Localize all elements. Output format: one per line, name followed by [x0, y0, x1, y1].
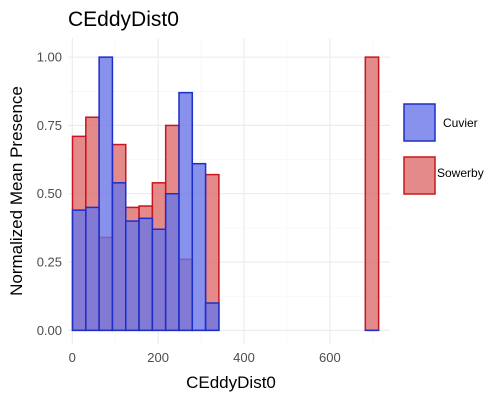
y-tick-label: 0.75	[37, 118, 62, 133]
legend: Cuvier Sowerby	[403, 103, 484, 195]
bar-cuvier	[178, 91, 194, 332]
y-axis-title: Normalized Mean Presence	[7, 86, 26, 296]
bars-cuvier	[71, 56, 380, 332]
x-tick-label: 400	[233, 350, 255, 365]
bar-sowerby	[364, 56, 380, 332]
bar-cuvier	[164, 192, 180, 332]
bar-cuvier	[85, 206, 100, 332]
legend-key-cuvier	[403, 103, 436, 142]
bar-cuvier	[111, 182, 127, 332]
legend-label-sowerby: Sowerby	[437, 166, 484, 180]
x-axis-title: CEddyDist0	[186, 373, 276, 392]
x-tick-label: 0	[69, 350, 76, 365]
x-tick-label: 600	[319, 350, 341, 365]
bar-cuvier	[191, 162, 207, 332]
legend-label-cuvier: Cuvier	[443, 116, 478, 130]
y-tick-label: 0.00	[37, 323, 62, 338]
y-axis-ticks: 0.00 0.25 0.50 0.75 1.00	[37, 50, 62, 338]
y-tick-label: 0.25	[37, 255, 62, 270]
x-axis-ticks: 0 200 400 600	[69, 350, 341, 365]
bar-cuvier	[71, 209, 87, 332]
bar-cuvier	[138, 217, 154, 332]
bar-cuvier	[124, 220, 140, 332]
x-tick-label: 200	[147, 350, 169, 365]
bar-cuvier	[151, 228, 167, 332]
y-tick-label: 1.00	[37, 50, 62, 65]
chart-title: CEddyDist0	[68, 8, 179, 31]
y-tick-label: 0.50	[37, 186, 62, 201]
bar-cuvier	[98, 56, 114, 332]
legend-key-sowerby	[403, 156, 436, 195]
bar-cuvier	[204, 302, 220, 332]
